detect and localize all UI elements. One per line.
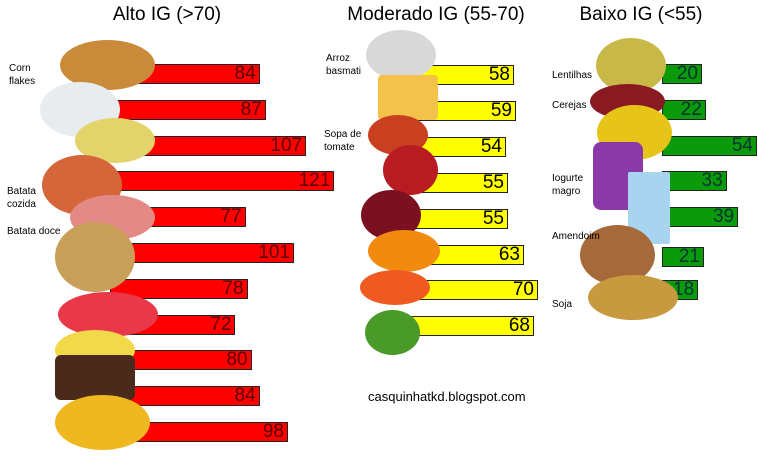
bar-value-label: 18 [673,279,695,300]
bar-alto-3: 121 [110,170,335,192]
bar-value-label: 22 [680,99,702,120]
label-corn-flakes: Corn flakes [9,63,36,87]
carrot-image [360,270,430,305]
bar-value-label: 87 [240,98,262,120]
bar-alto-2: 107 [110,134,307,156]
bar-value-label: 84 [234,63,256,84]
label-sopa-de-tomate: Sopa de tomate [324,129,362,153]
soy-image [588,275,678,320]
watermelon-image [58,292,158,337]
bar-value-label: 77 [220,206,242,228]
bar-value-label: 39 [712,206,735,227]
label-lentilhas: Lentilhas [552,70,593,81]
bar-value-label: 21 [678,246,700,267]
bar-value-label: 54 [480,135,502,157]
title-alto-ig: Alto IG (>70) [112,4,222,25]
bar-baixo-2: 54 [662,135,757,156]
bar-baixo-3: 33 [662,170,727,191]
label-amendoim: Amendoim [552,231,600,242]
bar-alto-6: 78 [110,277,248,299]
bar-value-label: 20 [676,63,698,84]
bar-value-label: 59 [490,99,512,121]
peas-image [365,310,420,355]
bar-alto-1: 87 [110,98,266,120]
bar-value-label: 107 [270,134,303,156]
bar-value-label: 72 [210,313,232,335]
title-baixo-ig: Baixo IG (<55) [579,4,703,25]
chocolate-image [55,355,135,400]
bar-alto-5: 101 [110,242,295,263]
label-batata-cozida: Batata cozida [7,186,36,210]
bar-value-label: 55 [482,171,504,193]
bar-alto-8: 80 [110,349,252,371]
bar-moderado-6: 70 [400,279,538,301]
bar-value-label: 54 [731,135,753,156]
apple-image [383,145,438,195]
bar-moderado-4: 55 [400,207,508,229]
label-iogurte-magro: Iogurte magro [552,173,584,197]
bar-value-label: 98 [262,421,284,442]
corn-image [55,395,150,450]
bar-value-label: 70 [512,279,534,301]
label-cerejas: Cerejas [552,100,587,111]
bar-value-label: 58 [488,64,510,85]
corn-flakes-image [60,40,155,90]
bar-baixo-4: 39 [662,206,739,227]
bar-value-label: 101 [258,242,291,263]
bar-value-label: 63 [498,243,520,265]
label-batata-doce: Batata doce [7,226,61,237]
blog-credit: casquinhatkd.blogspot.com [368,389,526,404]
bar-value-label: 68 [508,315,530,337]
bar-moderado-7: 68 [400,315,534,337]
bar-value-label: 55 [482,207,504,229]
title-moderado-ig: Moderado IG (55-70) [347,4,525,25]
basmati-rice-image [366,30,436,80]
bar-value-label: 78 [222,277,244,299]
bar-value-label: 80 [226,349,248,371]
label-arroz-basmati: Arroz basmati [326,53,362,77]
bar-baixo-1: 22 [662,99,706,120]
label-soja: Soja [552,299,573,310]
bar-baixo-0: 20 [662,63,702,84]
lentils-image [596,38,666,93]
orange-image [368,230,440,272]
bread-image [55,222,135,292]
bar-value-label: 33 [701,170,723,191]
bar-baixo-5: 21 [662,246,704,267]
spaghetti-image [378,75,438,120]
bar-value-label: 121 [298,170,331,192]
bar-value-label: 84 [234,385,256,407]
